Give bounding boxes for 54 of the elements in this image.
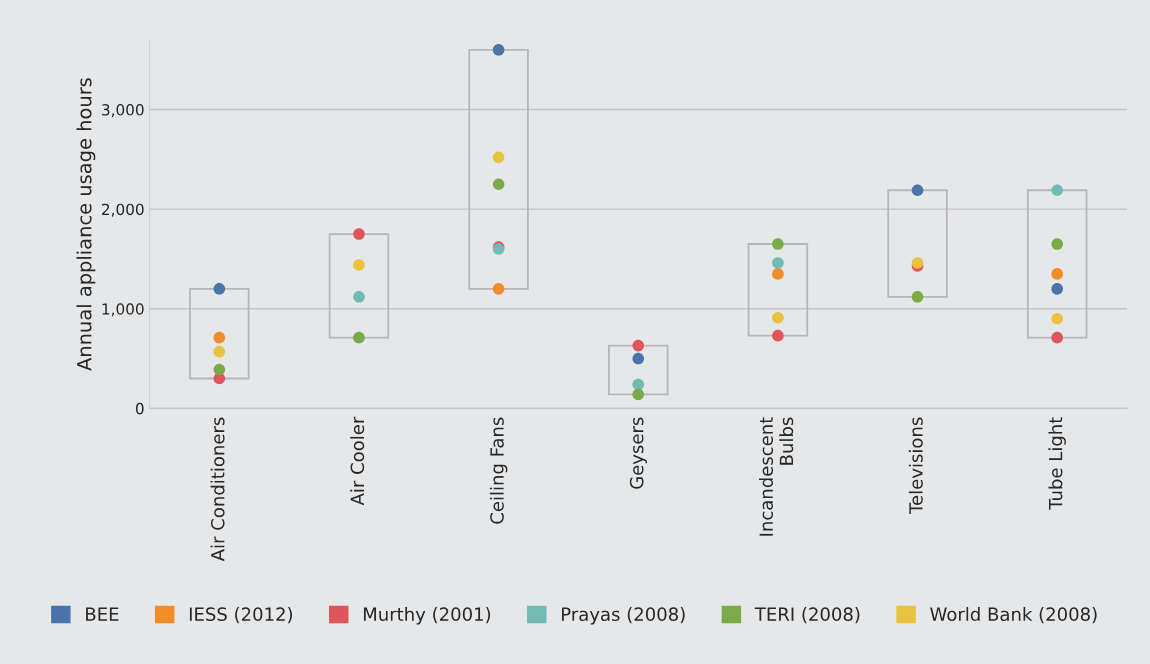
point <box>632 388 645 401</box>
point <box>353 331 365 344</box>
point <box>1051 331 1063 344</box>
y-tick-label: 0 <box>135 402 144 415</box>
bar <box>887 189 948 298</box>
point <box>632 339 645 352</box>
y-tick-label: 3,000 <box>102 104 144 118</box>
point <box>492 178 505 191</box>
bar <box>328 233 390 339</box>
point <box>632 378 645 391</box>
x-tick-label: Tube Light <box>1048 417 1066 510</box>
legend-label: TERI (2008) <box>754 607 860 624</box>
point <box>772 329 784 342</box>
point <box>353 228 365 240</box>
point <box>213 331 226 344</box>
point <box>492 283 505 295</box>
bar <box>189 287 250 380</box>
point <box>353 259 365 271</box>
bar <box>608 344 669 396</box>
x-tick-label: Incandescent Bulbs <box>759 417 794 536</box>
point <box>353 291 365 303</box>
point <box>1051 312 1063 325</box>
y-axis-title: Annual appliance usage hours <box>76 78 96 371</box>
point <box>632 352 645 365</box>
x-tick-label: Ceiling Fans <box>489 417 508 524</box>
point <box>1051 268 1063 280</box>
y-tick-label: 1,000 <box>102 303 144 317</box>
legend-label: World Bank (2008) <box>930 607 1097 624</box>
legend-label: Prayas (2008) <box>562 607 685 625</box>
x-tick-label: Air Cooler <box>350 416 365 506</box>
point <box>213 363 226 376</box>
point <box>1051 184 1063 197</box>
point <box>772 311 784 324</box>
point <box>772 238 784 250</box>
point <box>911 184 924 197</box>
x-tick-label: Air Conditioners <box>210 417 225 562</box>
y-tick-label: 2,000 <box>102 203 144 217</box>
legend-label: IESS (2012) <box>189 607 293 624</box>
point <box>492 151 505 164</box>
point <box>213 283 226 295</box>
point <box>1051 238 1063 250</box>
point <box>772 257 784 269</box>
bar <box>747 243 809 337</box>
x-tick-label: Geysers <box>629 417 647 489</box>
point <box>492 43 505 56</box>
bar <box>1026 189 1088 339</box>
point <box>911 291 924 303</box>
legend-label: Murthy (2001) <box>363 607 491 625</box>
point <box>772 268 784 280</box>
point <box>213 345 226 358</box>
point <box>1051 283 1063 295</box>
x-tick-label: Televisions <box>908 417 923 514</box>
bar <box>468 48 529 290</box>
legend-label: BEE <box>86 607 119 621</box>
